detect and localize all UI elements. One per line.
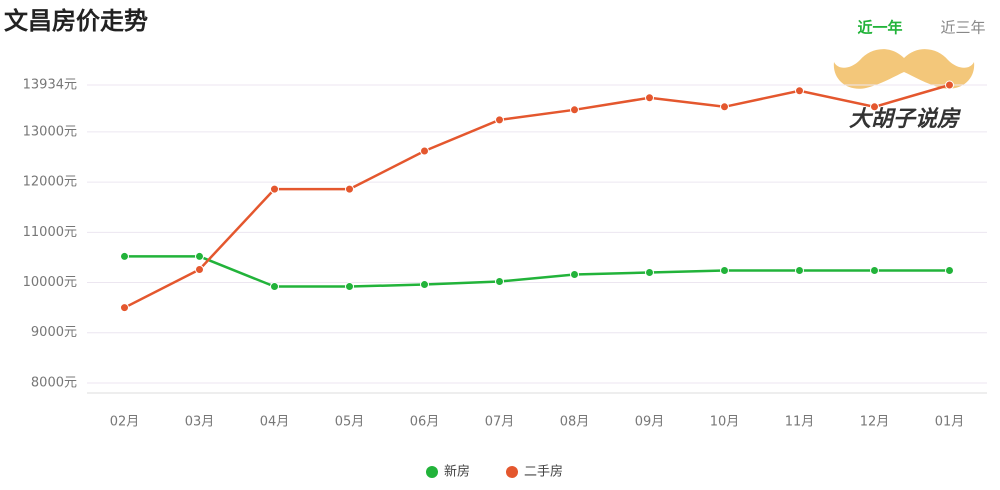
y-tick-label: 8000元 bbox=[31, 375, 77, 390]
line bbox=[123, 83, 950, 309]
legend-marker bbox=[506, 466, 518, 478]
point bbox=[495, 277, 504, 287]
point bbox=[795, 265, 804, 275]
point bbox=[345, 282, 354, 292]
x-tick-label: 06月 bbox=[410, 415, 440, 430]
watermark: 大胡子说房 bbox=[849, 107, 962, 132]
tab[interactable]: 近一年 bbox=[857, 19, 902, 37]
y-tick-label: 13934元 bbox=[23, 78, 77, 93]
point bbox=[195, 251, 204, 261]
line bbox=[124, 255, 950, 288]
x-tick-label: 05月 bbox=[335, 415, 365, 430]
point bbox=[570, 269, 579, 279]
x-tick-label: 04月 bbox=[260, 415, 290, 430]
point bbox=[945, 265, 954, 275]
chart-title: 文昌房价走势 bbox=[4, 7, 148, 35]
point bbox=[120, 251, 129, 261]
point bbox=[945, 80, 954, 90]
point bbox=[495, 115, 504, 125]
x-tick-label: 11月 bbox=[785, 415, 815, 430]
point bbox=[645, 267, 654, 277]
y-tick-label: 10000元 bbox=[23, 275, 77, 290]
point bbox=[195, 264, 204, 274]
legend-label: 二手房 bbox=[524, 464, 563, 480]
mustache-shape bbox=[833, 49, 975, 89]
x-tick-label: 02月 bbox=[110, 415, 140, 430]
point bbox=[720, 265, 729, 275]
x-tick-label: 10月 bbox=[710, 415, 740, 430]
y-tick-label: 13000元 bbox=[23, 124, 77, 139]
point bbox=[420, 146, 429, 156]
x-tick-label: 09月 bbox=[635, 415, 665, 430]
point bbox=[420, 280, 429, 290]
point bbox=[270, 184, 279, 194]
point bbox=[345, 184, 354, 194]
y-tick-label: 9000元 bbox=[31, 325, 77, 340]
x-tick-label: 01月 bbox=[935, 415, 965, 430]
legend-label: 新房 bbox=[444, 464, 470, 480]
x-tick-label: 08月 bbox=[560, 415, 590, 430]
point bbox=[120, 303, 129, 313]
point bbox=[795, 86, 804, 96]
x-tick-label: 12月 bbox=[860, 415, 890, 430]
point bbox=[870, 265, 879, 275]
x-tick-label: 07月 bbox=[485, 415, 515, 430]
point bbox=[870, 102, 879, 112]
point bbox=[645, 93, 654, 103]
point bbox=[570, 105, 579, 115]
y-tick-label: 12000元 bbox=[23, 175, 77, 190]
y-tick-label: 11000元 bbox=[23, 225, 77, 240]
mustache: 大胡子说房 bbox=[833, 49, 975, 132]
point bbox=[270, 282, 279, 292]
x-tick-label: 03月 bbox=[185, 415, 215, 430]
tab[interactable]: 近三年 bbox=[940, 19, 985, 37]
legend-marker bbox=[426, 466, 438, 478]
point bbox=[720, 102, 729, 112]
